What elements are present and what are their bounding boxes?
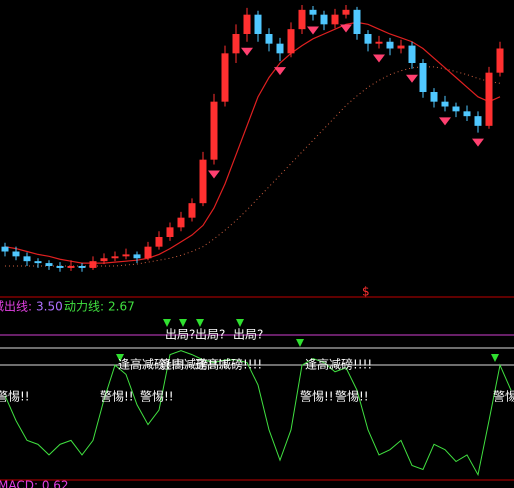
candle-body: [397, 45, 405, 49]
indicator-label: 动力线:: [64, 300, 104, 314]
annotation: 警惕!!: [300, 389, 334, 404]
diamond-icon: [472, 138, 484, 147]
candle-body: [67, 266, 75, 268]
candle-body: [144, 246, 152, 259]
candle-body: [276, 43, 284, 54]
indicator-line: [4, 350, 512, 477]
diamond-icon: [307, 26, 319, 35]
annotation: 逢高减磅!!!!: [118, 357, 185, 372]
diamond-icon: [274, 67, 286, 76]
diamond-icon: [439, 117, 451, 126]
candle-body: [265, 34, 273, 44]
ma-long: [5, 66, 501, 267]
candle-body: [243, 14, 251, 34]
candle-body: [221, 53, 229, 102]
candle-body: [375, 41, 383, 44]
diamond-icon: [208, 170, 220, 179]
candle-body: [89, 261, 97, 268]
annotation: 出局?: [233, 328, 263, 342]
arrow-icon: [296, 339, 304, 347]
candle-body: [155, 237, 163, 247]
candle-body: [430, 92, 438, 102]
candle-body: [166, 227, 174, 237]
candle-body: [298, 9, 306, 30]
candle-body: [78, 266, 86, 268]
candle-body: [441, 101, 449, 107]
candle-body: [254, 14, 262, 34]
diamond-icon: [340, 24, 352, 33]
annotation: 警惕!!: [100, 389, 134, 404]
arrow-icon: [236, 319, 244, 327]
annotation: 警惕!!: [140, 389, 174, 404]
ma-short: [4, 21, 501, 264]
candle-body: [100, 258, 108, 262]
candle-body: [419, 63, 427, 92]
candle-body: [287, 29, 295, 54]
arrow-icon: [179, 319, 187, 327]
candle-body: [34, 261, 42, 264]
arrow-icon: [491, 354, 499, 362]
candle-body: [45, 263, 53, 266]
diamond-icon: [241, 47, 253, 56]
candle-body: [496, 48, 504, 73]
annotation: 出局?: [195, 328, 225, 342]
diamond-icon: [406, 74, 418, 83]
candle-body: [1, 246, 9, 252]
candle-body: [56, 266, 64, 268]
candle-body: [133, 254, 141, 259]
candle-body: [122, 254, 130, 257]
indicator-label: 减出线:: [0, 300, 32, 314]
candle-body: [12, 251, 20, 257]
candle-body: [342, 9, 350, 15]
candle-body: [309, 9, 317, 15]
candle-body: [386, 41, 394, 49]
arrow-icon: [196, 319, 204, 327]
candle-body: [353, 9, 361, 35]
candle-body: [177, 217, 185, 228]
candle-body: [331, 14, 339, 25]
indicator-value: 3.50: [36, 300, 63, 314]
candle-body: [463, 111, 471, 117]
candle-body: [232, 34, 240, 54]
annotation: 出局?: [165, 328, 195, 342]
annotation: 警惕!!: [493, 389, 514, 404]
diamond-icon: [373, 54, 385, 63]
candle-body: [485, 72, 493, 126]
candle-body: [188, 203, 196, 218]
candle-body: [452, 106, 460, 112]
arrow-icon: [116, 354, 124, 362]
annotation: 逢高减磅!!!!: [305, 357, 372, 372]
arrow-icon: [163, 319, 171, 327]
candle-body: [210, 101, 218, 160]
candle-body: [364, 34, 372, 44]
candle-body: [199, 159, 207, 204]
annotation: 逢高减磅!!!!: [160, 357, 227, 372]
macd-label: MACD: 0.62: [0, 479, 69, 488]
candle-body: [23, 256, 31, 262]
annotation: 警惕!!: [0, 389, 30, 404]
candle-body: [408, 45, 416, 63]
indicator-value: 2.67: [108, 300, 135, 314]
candle-body: [320, 14, 328, 25]
signal-marker: $: [362, 285, 370, 299]
annotation: 逢高减磅!!!!: [195, 357, 262, 372]
annotation: 警惕!!: [335, 389, 369, 404]
candle-body: [111, 256, 119, 259]
candle-body: [474, 116, 482, 126]
